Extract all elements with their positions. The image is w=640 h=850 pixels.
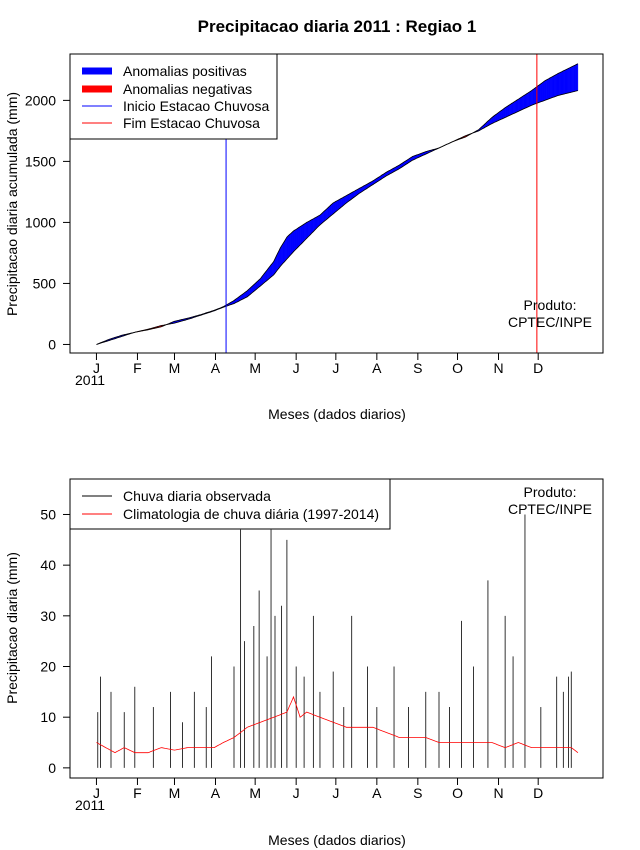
- positive-anomaly-segment: [504, 106, 507, 118]
- bottom-y-tick-label: 10: [40, 709, 56, 725]
- top-credit-line2: CPTEC/INPE: [508, 314, 592, 330]
- positive-anomaly-segment: [523, 94, 526, 110]
- top-observed-line: [96, 63, 579, 345]
- bottom-legend: Chuva diaria observada Climatologia de c…: [69, 478, 391, 530]
- bottom-y-tick-label: 40: [40, 557, 56, 573]
- top-y-tick-label: 1000: [25, 214, 56, 230]
- positive-anomaly-segment: [564, 69, 567, 95]
- top-chart-title: Precipitacao diaria 2011 : Regiao 1: [198, 17, 477, 36]
- positive-anomaly-segment: [511, 102, 514, 115]
- top-y-tick-label: 0: [48, 336, 56, 352]
- bottom-x-tick-label: D: [533, 785, 543, 801]
- top-x-tick-label: M: [249, 360, 261, 376]
- bottom-x-tick-label: A: [372, 785, 382, 801]
- top-x-tick-label: A: [372, 360, 382, 376]
- top-x-tick-label: F: [133, 360, 142, 376]
- bottom-x-tick-label: S: [413, 785, 422, 801]
- positive-anomaly-segment: [576, 63, 579, 92]
- bottom-y-axis-title: Precipitacao diaria (mm): [4, 552, 20, 704]
- bottom-credit-line2: CPTEC/INPE: [508, 501, 592, 517]
- positive-anomaly-segment: [294, 228, 297, 251]
- top-y-tick-label: 2000: [25, 92, 56, 108]
- top-x-tick-label: J: [93, 360, 100, 376]
- positive-anomaly-segment: [299, 225, 302, 246]
- positive-anomaly-segment: [282, 240, 285, 264]
- bottom-x-tick-label: O: [452, 785, 463, 801]
- bottom-credit-line1: Produto:: [524, 484, 577, 500]
- positive-anomaly-segment: [270, 262, 273, 278]
- positive-anomaly-segment: [545, 79, 548, 101]
- top-climatology-line: [96, 90, 578, 345]
- bottom-x-tick-label: M: [169, 785, 181, 801]
- bottom-y-tick-label: 0: [48, 760, 56, 776]
- bottom-year-label: 2011: [75, 797, 105, 813]
- top-x-tick-label: D: [533, 360, 543, 376]
- bottom-x-tick-label: A: [211, 785, 221, 801]
- legend-label-season-start: Inicio Estacao Chuvosa: [123, 98, 270, 114]
- top-x-tick-label: J: [293, 360, 300, 376]
- top-y-axis-title: Precipitacao diaria acumulada (mm): [4, 92, 20, 316]
- top-y-tick-label: 500: [33, 275, 57, 291]
- legend-label-season-end: Fim Estacao Chuvosa: [123, 115, 260, 131]
- positive-anomaly-segment: [499, 110, 502, 121]
- top-x-tick-label: A: [211, 360, 221, 376]
- bottom-climatology-line: [96, 695, 579, 754]
- top-x-tick-label: J: [332, 360, 339, 376]
- top-x-axis-title: Meses (dados diarios): [268, 406, 406, 422]
- top-x-tick-label: M: [169, 360, 181, 376]
- top-y-tick-label: 1500: [25, 153, 56, 169]
- bottom-x-tick-label: J: [293, 785, 300, 801]
- top-x-tick-label: S: [413, 360, 422, 376]
- positive-anomaly-segment: [335, 200, 338, 213]
- top-y-axis: 0 500 1000 1500 2000: [25, 92, 71, 352]
- bottom-y-axis: 0 10 20 30 40 50: [40, 506, 71, 776]
- positive-anomaly-segment: [289, 232, 292, 257]
- bottom-y-tick-label: 50: [40, 506, 56, 522]
- legend-label-negative: Anomalias negativas: [123, 81, 252, 97]
- positive-anomaly-segment: [569, 66, 572, 93]
- positive-anomaly-segment: [552, 75, 555, 98]
- bottom-x-tick-label: J: [93, 785, 100, 801]
- top-year-label: 2011: [75, 372, 105, 388]
- positive-anomaly-segment: [516, 98, 519, 113]
- top-plot-area: [69, 53, 604, 354]
- bottom-x-tick-label: M: [249, 785, 261, 801]
- bottom-x-tick-label: F: [133, 785, 142, 801]
- legend-label-climatology: Climatologia de chuva diária (1997-2014): [123, 506, 379, 522]
- bottom-x-axis-title: Meses (dados diarios): [268, 832, 406, 848]
- top-x-tick-label: N: [493, 360, 503, 376]
- bottom-legend-box: [69, 478, 391, 530]
- positive-anomaly-segment: [323, 209, 326, 223]
- legend-label-observed: Chuva diaria observada: [123, 488, 271, 504]
- bottom-y-tick-label: 30: [40, 608, 56, 624]
- top-legend: Anomalias positivas Anomalias negativas …: [69, 53, 278, 140]
- bottom-observed-bars: [97, 514, 572, 768]
- positive-anomaly-segment: [311, 218, 314, 234]
- bottom-x-tick-label: N: [493, 785, 503, 801]
- top-x-tick-label: O: [452, 360, 463, 376]
- legend-label-positive: Anomalias positivas: [123, 63, 247, 79]
- positive-anomaly-segment: [318, 214, 321, 227]
- bottom-x-tick-label: J: [332, 785, 339, 801]
- positive-anomaly-segment: [557, 72, 560, 96]
- positive-anomaly-segment: [540, 82, 543, 103]
- top-credit-line1: Produto:: [524, 297, 577, 313]
- positive-anomaly-segment: [306, 221, 309, 239]
- positive-anomaly-segment: [528, 91, 531, 107]
- positive-anomaly-segment: [330, 203, 333, 217]
- bottom-y-tick-label: 20: [40, 659, 56, 675]
